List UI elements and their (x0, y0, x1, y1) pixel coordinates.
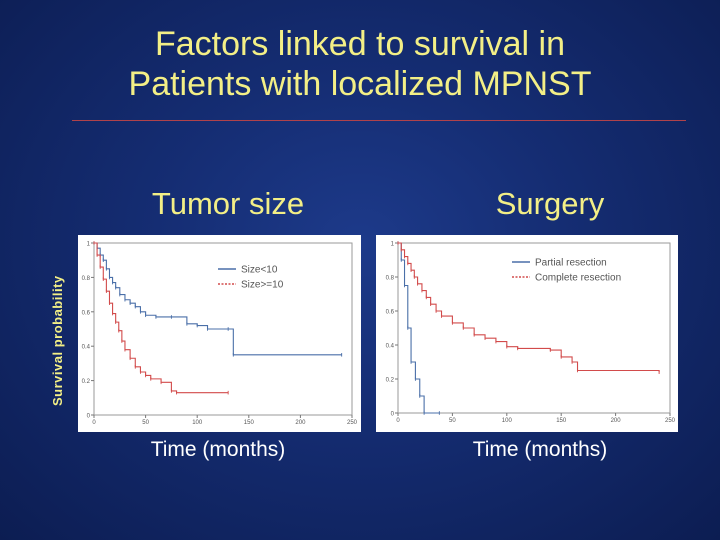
surgery-chart: 0 0.2 0.4 0.6 0.8 1 0 50 100 150 200 250 Partial res… (386, 241, 676, 424)
tumor-size-legend-label: Size>=10 (241, 280, 284, 291)
chart-title-surgery: Surgery (495, 186, 605, 221)
shared-y-axis-label: Survival probability (50, 275, 65, 406)
title-line-2: Patients with localized MPNST (128, 65, 592, 103)
surgery-x-tick-label: 200 (611, 418, 622, 424)
surgery-x-tick-label: 100 (502, 418, 513, 424)
surgery-y-tick-label: 0 (391, 412, 395, 418)
tumor-size-series-red-line (94, 242, 229, 394)
surgery-legend-label: Complete resection (535, 273, 621, 284)
surgery-series-red-line (398, 242, 660, 373)
tumor-size-x-tick-label: 200 (295, 420, 306, 426)
surgery-x-tick-label: 150 (556, 418, 567, 424)
tumor-size-y-tick-label: 0.4 (82, 345, 91, 351)
surgery-y-tick-label: 0.2 (386, 378, 395, 384)
x-axis-label-surgery: Time (months) (472, 438, 608, 461)
tumor-size-y-tick-label: 0.8 (82, 276, 91, 282)
tumor-size-x-tick-label: 50 (142, 420, 149, 426)
x-axis-label-tumor-size: Time (months) (150, 438, 286, 461)
tumor-size-chart: 0 0.2 0.4 0.6 0.8 1 0 50 100 150 200 250 Size<10 Size… (82, 241, 358, 426)
surgery-x-tick-label: 50 (449, 418, 456, 424)
surgery-y-tick-label: 0.8 (386, 276, 395, 282)
tumor-size-plot-frame (93, 242, 353, 416)
surgery-series-blue-line (398, 242, 440, 414)
tumor-size-y-tick-label: 0.2 (82, 379, 91, 385)
surgery-plot-frame (397, 242, 671, 414)
tumor-size-y-tick-label: 1 (87, 242, 91, 248)
tumor-size-y-tick-label: 0.6 (82, 310, 91, 316)
tumor-size-x-tick-label: 0 (92, 420, 96, 426)
surgery-y-tick-label: 0.6 (386, 310, 395, 316)
surgery-x-tick-label: 250 (665, 418, 676, 424)
chart-title-tumor-size: Tumor size (151, 186, 305, 221)
surgery-y-tick-label: 1 (391, 242, 395, 248)
surgery-y-tick-label: 0.4 (386, 344, 395, 350)
chart-panel-surgery: 0 0.2 0.4 0.6 0.8 1 0 50 100 150 200 250 Partial res… (376, 235, 678, 432)
surgery-x-tick-label: 0 (396, 418, 400, 424)
title-line-1: Factors linked to survival in (154, 25, 566, 63)
tumor-size-y-tick-label: 0 (87, 414, 91, 420)
slide-title: Factors linked to survival in Patients w… (0, 24, 720, 104)
tumor-size-series-blue-line (94, 242, 342, 356)
tumor-size-x-tick-label: 100 (192, 420, 203, 426)
tumor-size-x-tick-label: 250 (347, 420, 358, 426)
title-divider (72, 120, 686, 121)
tumor-size-legend-label: Size<10 (241, 265, 278, 276)
surgery-legend-label: Partial resection (535, 258, 607, 269)
chart-panel-tumor-size: 0 0.2 0.4 0.6 0.8 1 0 50 100 150 200 250 Size<10 Size… (78, 235, 361, 432)
tumor-size-x-tick-label: 150 (244, 420, 255, 426)
